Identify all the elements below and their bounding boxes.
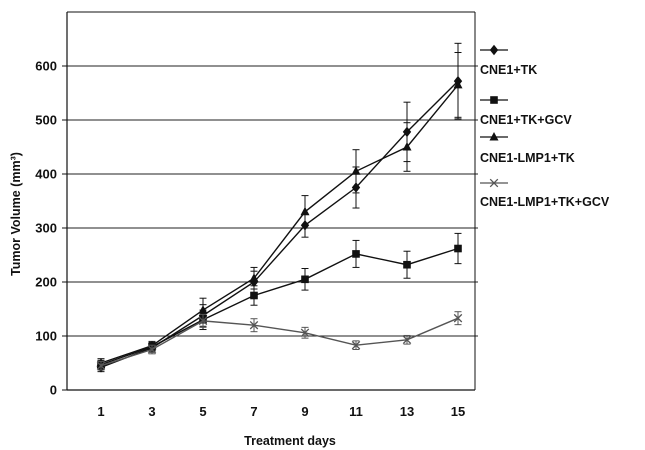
legend-label: CNE1+TK [480,63,537,77]
point-cne1-lmp1-tk-day-13 [402,142,412,151]
series-cne1-tk [96,42,463,373]
point-cne1-lmp1-tk-gcv-day-15 [453,313,463,323]
series-layer [96,42,463,373]
y-axis-title: Tumor Volume (mm³) [9,152,23,276]
x-axis-title: Treatment days [244,434,336,448]
legend-item-cne1-lmp1-tk: CNE1-LMP1+TK [480,132,575,165]
series-line-cne1-lmp1-tk-gcv [100,317,459,367]
legend-marker [490,96,498,104]
x-tick-label-1: 1 [97,404,104,419]
point-cne1-lmp1-tk-day-15 [453,79,463,89]
point-cne1-tk-gcv-day-7 [250,291,258,300]
point-cne1-lmp1-tk-day-5 [198,305,208,314]
point-cne1-tk-gcv-day-15 [454,244,462,253]
point-cne1-tk-gcv-day-13 [403,260,411,269]
point-cne1-lmp1-tk-gcv-day-13 [402,335,412,345]
x-marker-stroke-b [402,335,412,345]
x-marker-stroke-b [96,361,106,370]
y-tick-label-500: 500 [35,113,57,128]
series-line-cne1-tk-gcv [100,247,459,366]
x-marker-stroke-b [249,320,259,330]
x-marker-stroke-b [147,345,157,354]
y-tick-label-200: 200 [35,275,57,290]
y-tick-label-400: 400 [35,167,57,182]
series-cne1-lmp1-tk-gcv [96,311,463,371]
legend-marker [489,44,499,56]
y-tick-label-600: 600 [35,59,57,74]
point-cne1-lmp1-tk-day-11 [351,166,361,175]
x-tick-label-9: 9 [301,404,308,419]
point-cne1-tk-gcv-day-11 [352,250,360,258]
series-line-cne1-tk [100,80,459,368]
series-cne1-lmp1-tk [96,52,463,368]
axes [62,11,476,391]
x-marker-stroke-b [489,178,499,188]
point-cne1-lmp1-tk-day-9 [300,206,310,216]
x-marker-stroke-b [198,316,208,326]
legend-item-cne1-lmp1-tk-gcv: CNE1-LMP1+TK+GCV [480,178,610,209]
point-cne1-lmp1-tk-gcv-day-3 [147,345,157,354]
x-tick-label-11: 11 [349,404,363,419]
point-cne1-lmp1-tk-gcv-day-11 [351,340,361,350]
legend-item-cne1-tk: CNE1+TK [480,44,537,77]
legend-marker [489,132,499,141]
y-tick-label-100: 100 [35,329,57,344]
legend-marker [489,178,499,188]
x-marker-stroke-b [351,340,361,350]
point-cne1-tk-gcv-day-9 [301,275,309,284]
series-line-cne1-lmp1-tk [100,84,459,364]
x-tick-label-5: 5 [199,404,206,419]
x-marker-stroke-b [453,313,463,323]
x-tick-label-3: 3 [148,404,155,419]
point-cne1-lmp1-tk-gcv-day-1 [96,361,106,370]
x-tick-labels: 1 3 5 7 9 11 13 15 [97,404,465,419]
legend-label: CNE1-LMP1+TK [480,151,575,165]
y-tick-labels: 0 100 200 300 400 500 600 [35,59,57,398]
legend-label: CNE1+TK+GCV [480,113,572,127]
point-cne1-lmp1-tk-day-7 [249,273,259,282]
y-tick-label-0: 0 [50,383,57,398]
point-cne1-lmp1-tk-gcv-day-5 [198,316,208,326]
legend: CNE1+TK CNE1+TK+GCV CNE1-LMP1+TK CNE1-LMP1+… [480,44,610,209]
x-tick-label-13: 13 [400,404,414,419]
x-tick-label-15: 15 [451,404,465,419]
y-tick-label-300: 300 [35,221,57,236]
point-cne1-lmp1-tk-gcv-day-7 [249,320,259,330]
legend-label: CNE1-LMP1+TK+GCV [480,195,610,209]
series-cne1-tk-gcv [97,232,462,370]
gridlines [67,65,478,337]
legend-item-cne1-tk-gcv: CNE1+TK+GCV [480,96,572,127]
x-tick-label-7: 7 [250,404,257,419]
point-cne1-lmp1-tk-gcv-day-9 [300,328,310,338]
x-marker-stroke-b [300,328,310,338]
